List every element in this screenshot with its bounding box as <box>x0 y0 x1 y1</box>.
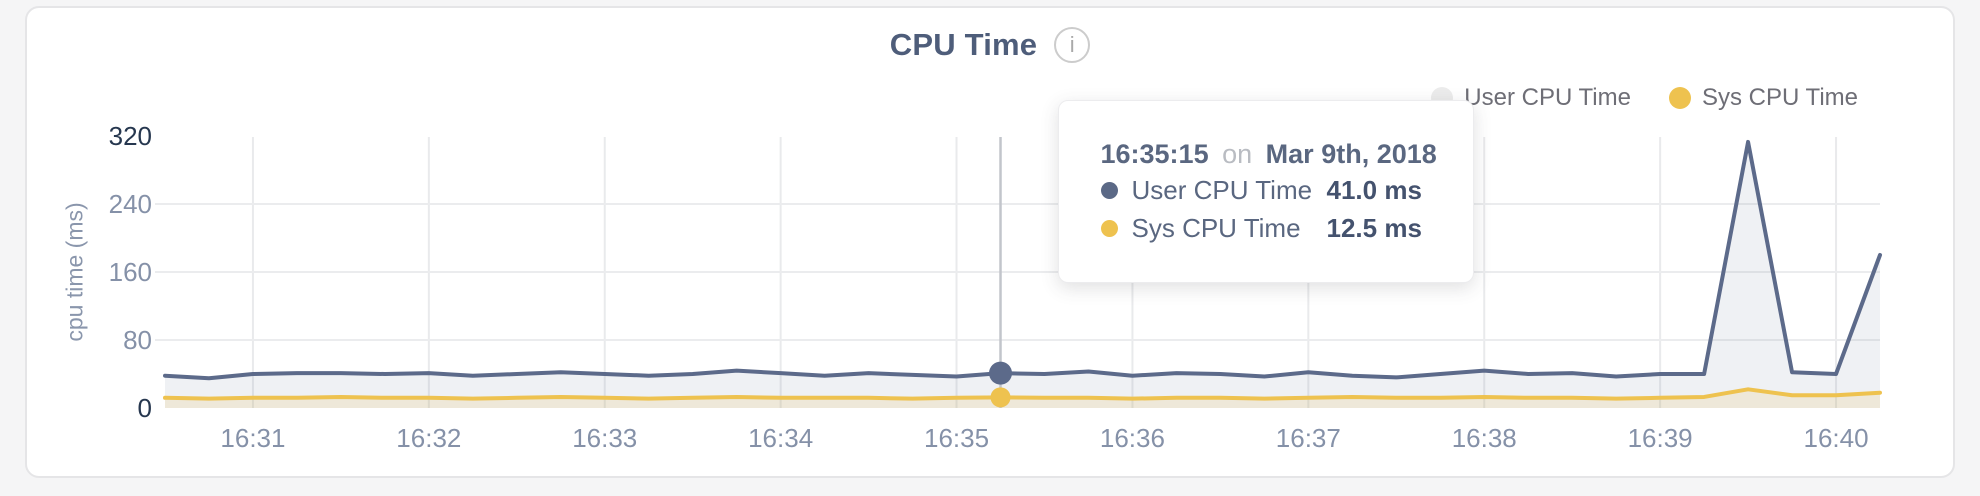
x-tick-label: 16:39 <box>1628 423 1693 453</box>
tooltip-time: 16:35:15 <box>1100 139 1209 169</box>
y-axis-title: cpu time (ms) <box>61 202 88 342</box>
x-tick-label: 16:38 <box>1452 423 1517 453</box>
page-title: CPU Time <box>889 27 1038 62</box>
y-tick-label: 240 <box>109 189 152 219</box>
series-area <box>165 141 1880 408</box>
sys-series-dot <box>1100 219 1118 237</box>
hover-marker-user <box>989 361 1013 385</box>
series-line <box>163 387 1882 401</box>
y-tick-label: 320 <box>109 121 152 151</box>
sys-legend-dot <box>1668 87 1691 109</box>
tooltip-row-sys: Sys CPU Time 12.5 ms <box>1100 209 1437 247</box>
tooltip-header: 16:35:15 on Mar 9th, 2018 <box>1101 137 1437 171</box>
tooltip-label-user: User CPU Time <box>1131 174 1313 205</box>
tooltip-value-sys: 12.5 ms <box>1326 212 1422 243</box>
hover-marker-sys <box>990 387 1011 408</box>
user-series-dot <box>1100 181 1118 199</box>
x-tick-label: 16:40 <box>1803 423 1868 453</box>
tooltip-date: Mar 9th, 2018 <box>1265 139 1437 169</box>
tooltip-value-user: 41.0 ms <box>1326 174 1422 205</box>
x-tick-label: 16:33 <box>572 423 637 453</box>
info-icon[interactable]: i <box>1054 27 1091 63</box>
tooltip-label-sys: Sys CPU Time <box>1131 212 1301 243</box>
legend-label-sys: Sys CPU Time <box>1701 84 1858 111</box>
chart-legend: User CPU Time Sys CPU Time <box>1431 84 1858 112</box>
series-line <box>163 139 1882 381</box>
x-tick-label: 16:32 <box>396 423 461 453</box>
chart-tooltip: 16:35:15 on Mar 9th, 2018 User CPU Time … <box>1057 100 1474 283</box>
x-tick-label: 16:31 <box>220 423 285 453</box>
x-tick-label: 16:35 <box>924 423 989 453</box>
x-tick-label: 16:34 <box>748 423 813 453</box>
tooltip-conjunction: on <box>1222 139 1253 169</box>
chart-header: CPU Time i <box>0 27 1980 63</box>
y-tick-label: 160 <box>109 257 152 287</box>
legend-item-sys-cpu-time[interactable]: Sys CPU Time <box>1668 84 1858 112</box>
x-tick-label: 16:37 <box>1276 423 1341 453</box>
x-tick-label: 16:36 <box>1100 423 1165 453</box>
y-tick-label: 80 <box>123 325 152 355</box>
y-tick-label: 0 <box>138 393 152 423</box>
legend-label-user: User CPU Time <box>1464 84 1631 111</box>
tooltip-row-user: User CPU Time 41.0 ms <box>1100 171 1437 209</box>
